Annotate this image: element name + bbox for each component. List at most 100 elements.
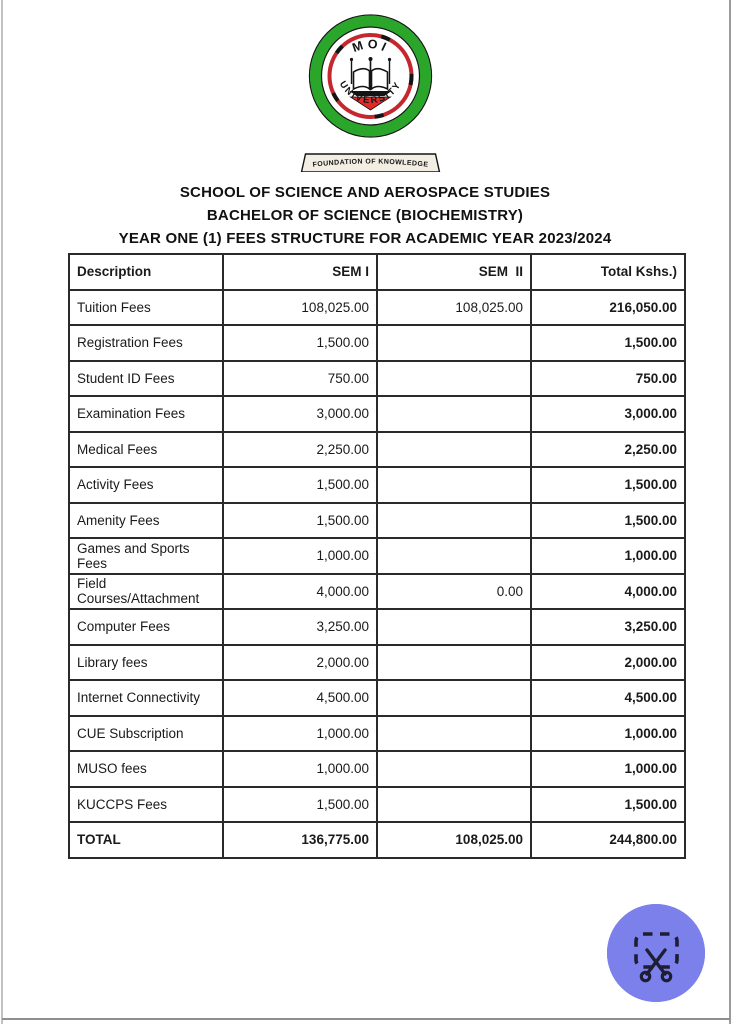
fee-total: 3,250.00 (530, 608, 686, 646)
fee-description: Amenity Fees (68, 501, 224, 539)
university-logo: MOI UNIVERSITY FOUNDATION OF K (295, 12, 445, 173)
fees-structure-title: YEAR ONE (1) FEES STRUCTURE FOR ACADEMIC… (118, 230, 612, 247)
fee-total: 750.00 (530, 359, 686, 397)
snip-screenshot-button[interactable] (607, 904, 705, 1002)
fee-description: Computer Fees (68, 608, 224, 646)
fee-sem2 (376, 714, 532, 752)
fee-sem2 (376, 643, 532, 681)
fee-sem1: 750.00 (222, 359, 378, 397)
university-crest-icon: MOI UNIVERSITY FOUNDATION OF K (300, 14, 440, 173)
fee-total: 1,500.00 (530, 466, 686, 504)
fee-description: Games and Sports Fees (68, 537, 224, 575)
fee-sem2 (376, 501, 532, 539)
fee-description: Student ID Fees (68, 359, 224, 397)
table-row: Registration Fees 1,500.00 1,500.00 (68, 324, 686, 362)
fee-sem1: 4,500.00 (222, 679, 378, 717)
fee-total: 2,000.00 (530, 643, 686, 681)
scissors-snip-icon (607, 904, 705, 1002)
fee-sem1: 4,000.00 (222, 572, 378, 610)
fee-sem1: 1,500.00 (222, 501, 378, 539)
school-title: SCHOOL OF SCIENCE AND AEROSPACE STUDIES (179, 184, 551, 201)
fee-total: 1,000.00 (530, 750, 686, 788)
fee-sem2 (376, 608, 532, 646)
header-sem2: SEM II (376, 253, 532, 291)
fee-sem1: 2,250.00 (222, 430, 378, 468)
photo-edge-left (1, 0, 3, 1024)
total-sem1: 136,775.00 (222, 821, 378, 859)
fee-total: 4,000.00 (530, 572, 686, 610)
fee-description: Library fees (68, 643, 224, 681)
table-row: CUE Subscription 1,000.00 1,000.00 (68, 714, 686, 752)
table-row: KUCCPS Fees 1,500.00 1,500.00 (68, 785, 686, 823)
fee-sem2 (376, 395, 532, 433)
fee-description: Medical Fees (68, 430, 224, 468)
table-row: Student ID Fees 750.00 750.00 (68, 359, 686, 397)
header-description: Description (68, 253, 224, 291)
document-titles: SCHOOL OF SCIENCE AND AEROSPACE STUDIES … (0, 181, 730, 250)
total-grand: 244,800.00 (530, 821, 686, 859)
fee-sem2 (376, 785, 532, 823)
table-row: Amenity Fees 1,500.00 1,500.00 (68, 501, 686, 539)
fee-sem1: 1,000.00 (222, 750, 378, 788)
fee-sem1: 1,500.00 (222, 466, 378, 504)
fee-description: Internet Connectivity (68, 679, 224, 717)
fee-sem2 (376, 679, 532, 717)
fee-sem1: 1,500.00 (222, 785, 378, 823)
fee-description: KUCCPS Fees (68, 785, 224, 823)
fee-description: Examination Fees (68, 395, 224, 433)
fee-total: 216,050.00 (530, 288, 686, 326)
total-sem2: 108,025.00 (376, 821, 532, 859)
total-row: TOTAL 136,775.00 108,025.00 244,800.00 (68, 821, 686, 859)
fee-table-body: Tuition Fees 108,025.00 108,025.00 216,050.… (68, 288, 686, 823)
banner-text: FOUNDATION OF KNOWLEDGE (312, 158, 428, 168)
fee-description: MUSO fees (68, 750, 224, 788)
header-total: Total Kshs.) (530, 253, 686, 291)
fee-total: 1,000.00 (530, 714, 686, 752)
fee-total: 1,000.00 (530, 537, 686, 575)
fee-sem2 (376, 537, 532, 575)
fee-sem1: 3,000.00 (222, 395, 378, 433)
total-label: TOTAL (68, 821, 224, 859)
fee-description: CUE Subscription (68, 714, 224, 752)
program-title: BACHELOR OF SCIENCE (BIOCHEMISTRY) (206, 207, 524, 224)
fee-total: 2,250.00 (530, 430, 686, 468)
fee-sem2 (376, 324, 532, 362)
fee-sem2 (376, 430, 532, 468)
table-row: Medical Fees 2,250.00 2,250.00 (68, 430, 686, 468)
fee-sem2 (376, 359, 532, 397)
table-row: Field Courses/Attachment 4,000.00 0.00 4,00… (68, 572, 686, 610)
photo-edge-bottom (2, 1018, 730, 1020)
fee-sem2 (376, 466, 532, 504)
fee-total: 1,500.00 (530, 501, 686, 539)
fee-total: 1,500.00 (530, 324, 686, 362)
fee-description: Registration Fees (68, 324, 224, 362)
table-row: Activity Fees 1,500.00 1,500.00 (68, 466, 686, 504)
photo-edge-right (729, 0, 731, 1024)
table-row: MUSO fees 1,000.00 1,000.00 (68, 750, 686, 788)
fee-sem1: 3,250.00 (222, 608, 378, 646)
fee-description: Tuition Fees (68, 288, 224, 326)
table-row: Computer Fees 3,250.00 3,250.00 (68, 608, 686, 646)
fee-sem2 (376, 750, 532, 788)
table-row: Games and Sports Fees 1,000.00 1,000.00 (68, 537, 686, 575)
fee-sem1: 108,025.00 (222, 288, 378, 326)
fee-total: 4,500.00 (530, 679, 686, 717)
table-row: Tuition Fees 108,025.00 108,025.00 216,050.… (68, 288, 686, 326)
fee-sem2: 0.00 (376, 572, 532, 610)
fee-sem1: 1,500.00 (222, 324, 378, 362)
fee-sem1: 1,000.00 (222, 537, 378, 575)
table-row: Library fees 2,000.00 2,000.00 (68, 643, 686, 681)
header-sem1: SEM I (222, 253, 378, 291)
fee-sem1: 1,000.00 (222, 714, 378, 752)
table-row: Internet Connectivity 4,500.00 4,500.00 (68, 679, 686, 717)
fee-sem2: 108,025.00 (376, 288, 532, 326)
fee-description: Field Courses/Attachment (68, 572, 224, 610)
fee-description: Activity Fees (68, 466, 224, 504)
svg-text:MOI: MOI (350, 37, 391, 56)
table-header-row: Description SEM I SEM II Total Kshs.) (68, 253, 686, 291)
fees-table: Description SEM I SEM II Total Kshs.) Tu… (68, 253, 686, 859)
table-row: Examination Fees 3,000.00 3,000.00 (68, 395, 686, 433)
fee-total: 3,000.00 (530, 395, 686, 433)
fee-sem1: 2,000.00 (222, 643, 378, 681)
